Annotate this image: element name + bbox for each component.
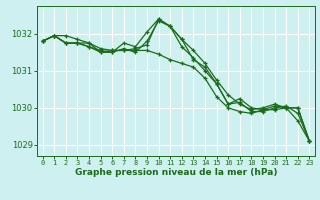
X-axis label: Graphe pression niveau de la mer (hPa): Graphe pression niveau de la mer (hPa)	[75, 168, 277, 177]
